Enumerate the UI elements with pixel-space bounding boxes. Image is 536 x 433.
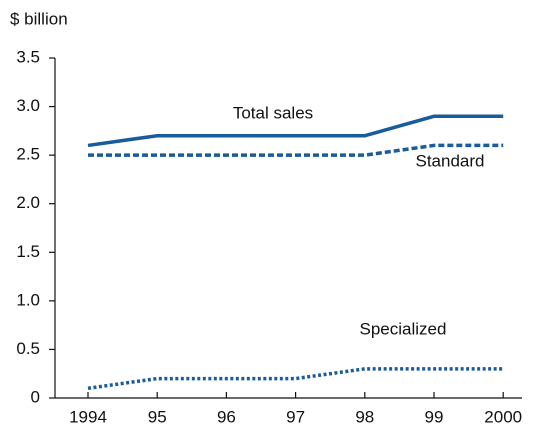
- x-tick-label: 2000: [484, 407, 522, 426]
- series-line: [88, 143, 504, 157]
- y-axis-label: $ billion: [10, 9, 68, 28]
- x-tick-label: 99: [425, 407, 444, 426]
- series-label: Specialized: [360, 319, 447, 338]
- x-tick-label: 97: [286, 407, 305, 426]
- y-tick-label: 0: [31, 387, 40, 406]
- x-tick-label: 96: [217, 407, 236, 426]
- y-tick-label: 1.0: [16, 290, 40, 309]
- series-line: [87, 367, 504, 391]
- x-tick-label: 1994: [69, 407, 107, 426]
- y-tick-label: 1.5: [16, 242, 40, 261]
- x-tick-label: 98: [355, 407, 374, 426]
- y-tick-label: 3.5: [16, 47, 40, 66]
- series-label: Total sales: [233, 103, 313, 122]
- y-tick-label: 2.5: [16, 145, 40, 164]
- series-label: Standard: [416, 151, 485, 170]
- series-line: [87, 114, 504, 148]
- y-tick-label: 3.0: [16, 96, 40, 115]
- y-tick-label: 0.5: [16, 339, 40, 358]
- y-tick-label: 2.0: [16, 193, 40, 212]
- x-tick-label: 95: [148, 407, 167, 426]
